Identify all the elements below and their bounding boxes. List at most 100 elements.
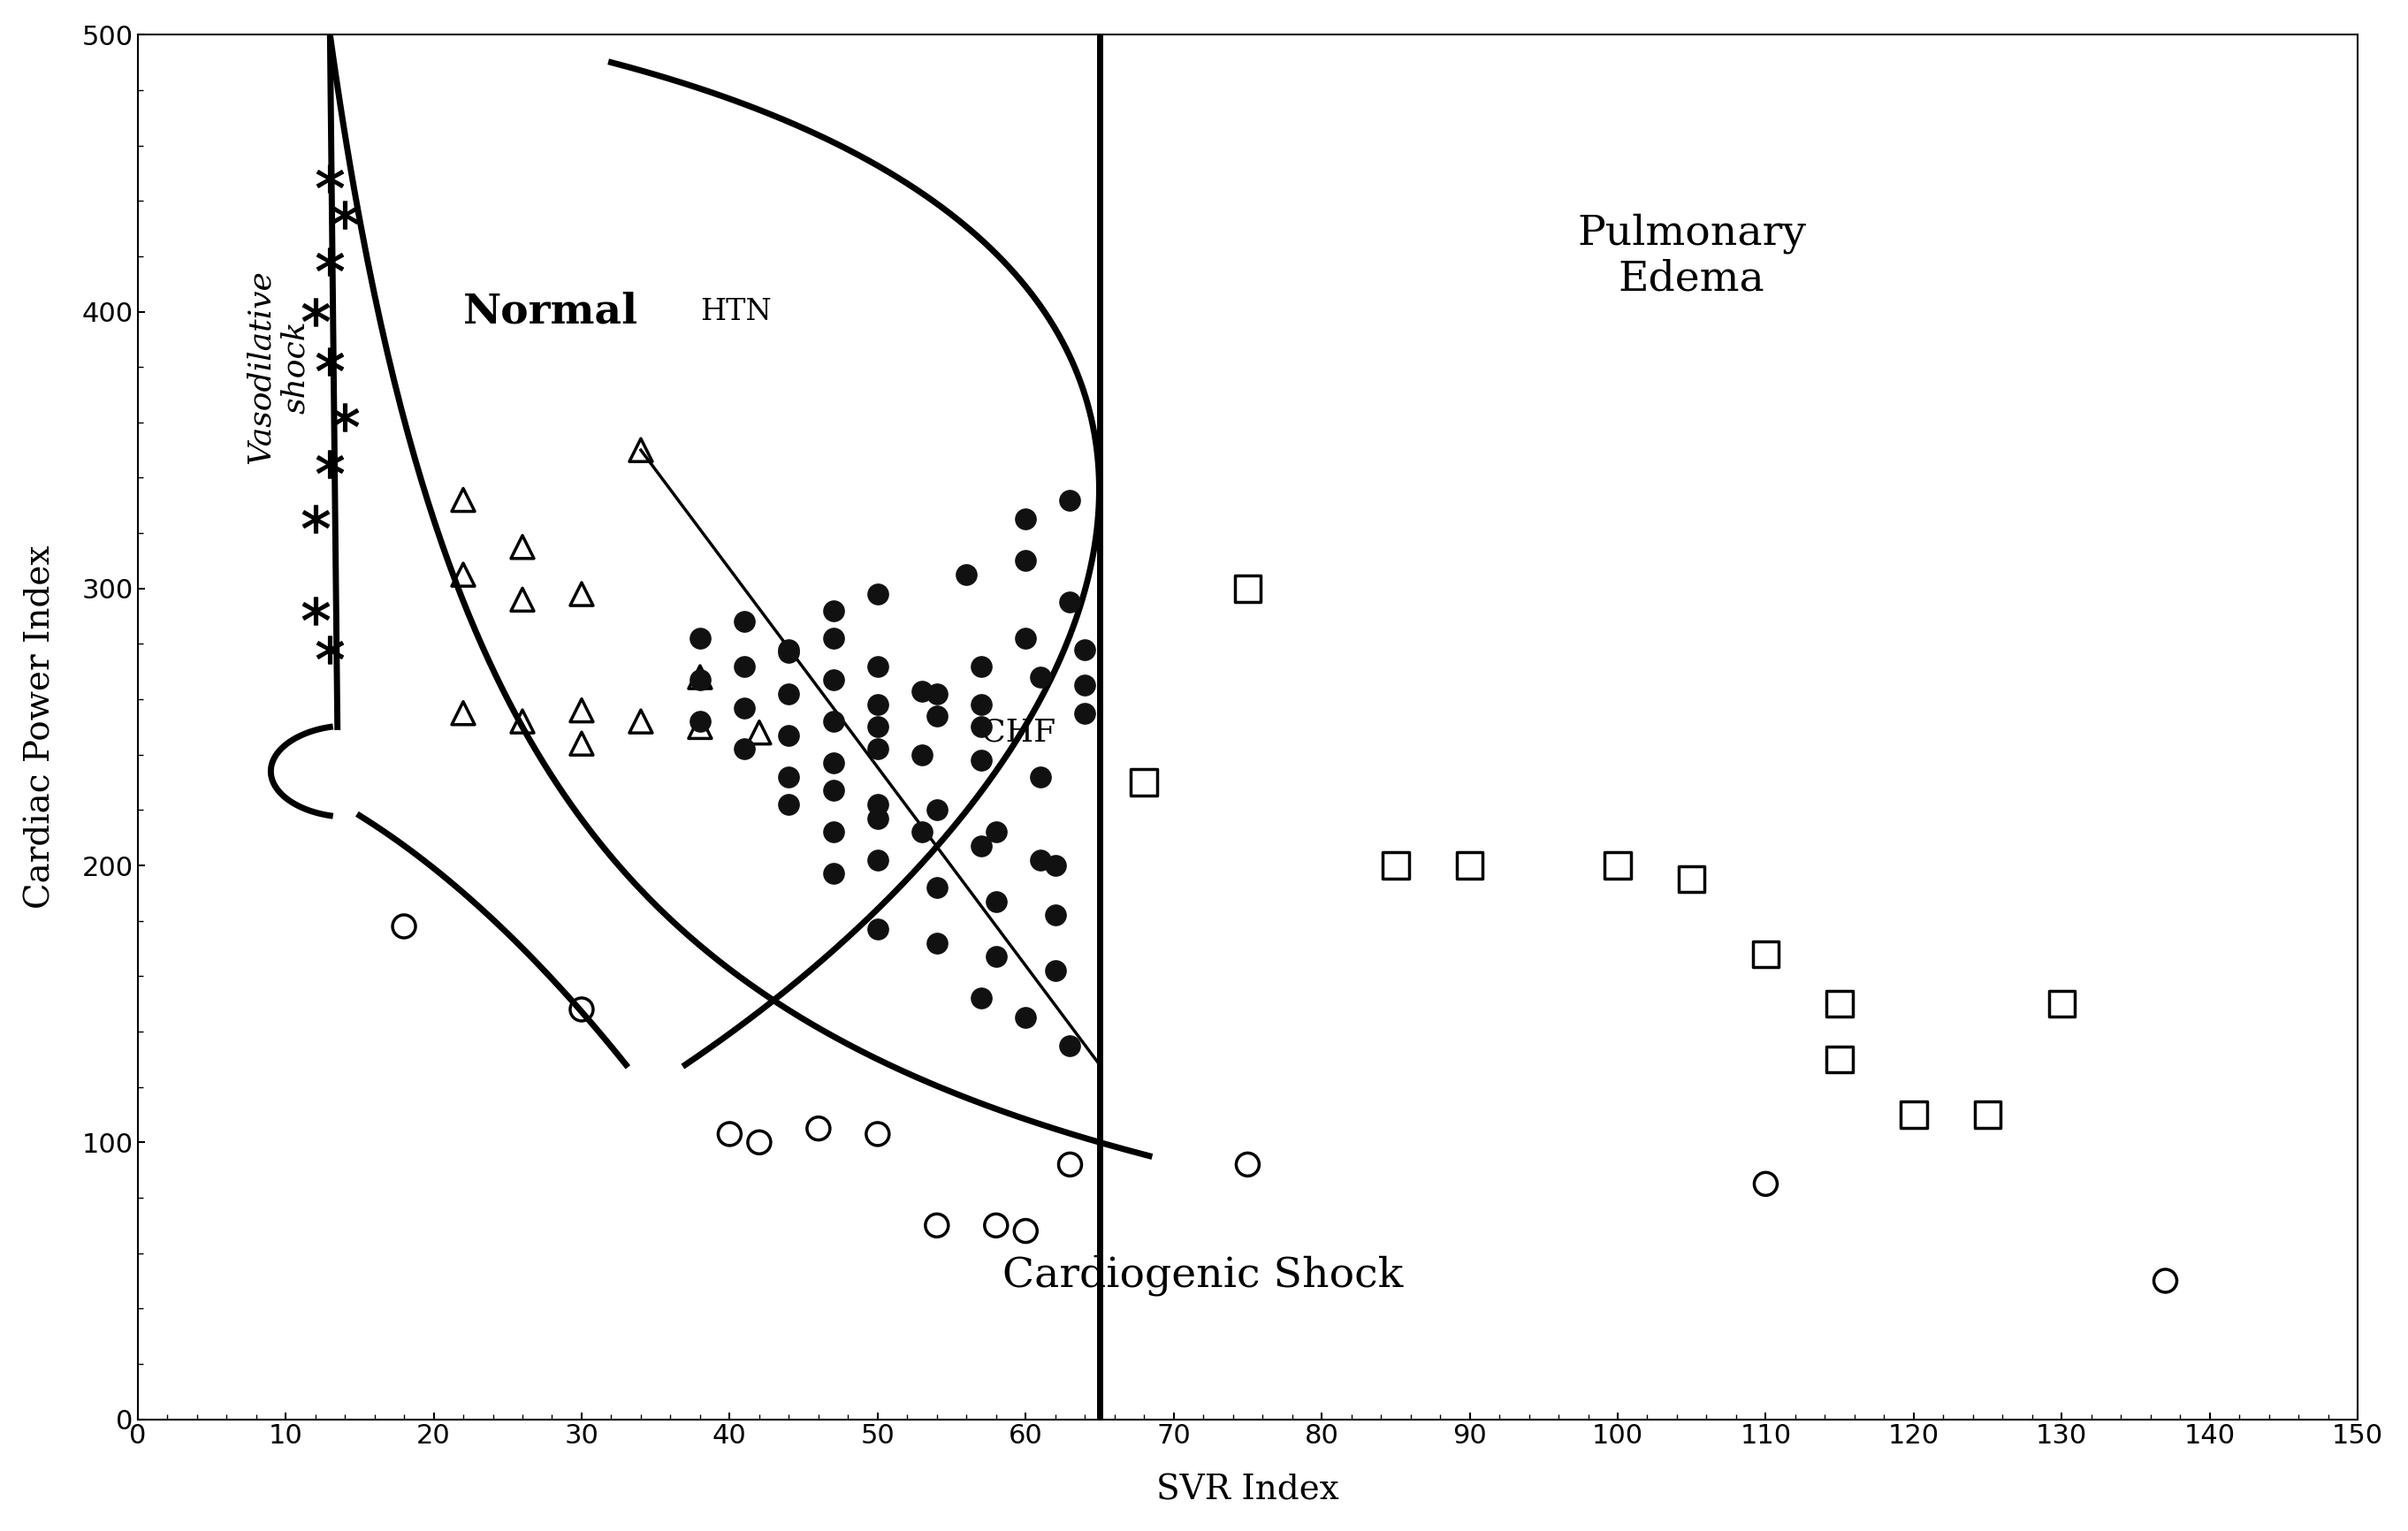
Point <box>1021 764 1060 788</box>
Point <box>771 764 809 788</box>
Point <box>963 715 1002 739</box>
Point <box>725 695 763 720</box>
Point <box>814 821 852 845</box>
Point <box>814 709 852 733</box>
Point <box>1377 853 1416 877</box>
Point <box>1050 589 1088 614</box>
Point <box>1674 867 1712 891</box>
Point <box>978 1213 1016 1237</box>
X-axis label: SVR Index: SVR Index <box>1156 1474 1339 1507</box>
Point <box>681 626 720 651</box>
Point <box>1035 958 1074 983</box>
Point <box>1007 1219 1045 1243</box>
Point <box>814 750 852 775</box>
Point <box>681 668 720 692</box>
Point <box>814 778 852 802</box>
Point <box>917 931 956 955</box>
Point <box>917 681 956 706</box>
Point <box>814 862 852 886</box>
Point <box>2042 992 2081 1017</box>
Point <box>739 1130 778 1154</box>
Point <box>563 997 602 1021</box>
Point <box>771 681 809 706</box>
Point <box>681 715 720 739</box>
Point <box>443 562 482 586</box>
Point <box>296 599 335 623</box>
Point <box>1050 1033 1088 1058</box>
Point <box>681 709 720 733</box>
Point <box>296 300 335 325</box>
Point <box>771 723 809 747</box>
Point <box>1895 1102 1934 1127</box>
Point <box>857 807 896 831</box>
Point <box>2146 1269 2184 1294</box>
Point <box>311 637 349 661</box>
Text: HTN: HTN <box>701 297 771 326</box>
Point <box>443 701 482 726</box>
Point <box>1820 1047 1859 1072</box>
Point <box>1228 576 1267 600</box>
Point <box>1967 1102 2006 1127</box>
Point <box>1067 701 1105 726</box>
Point <box>725 736 763 761</box>
Point <box>1007 626 1045 651</box>
Point <box>503 588 542 612</box>
Point <box>710 1122 749 1147</box>
Point <box>857 654 896 678</box>
Point <box>311 167 349 191</box>
Point <box>1050 488 1088 513</box>
Point <box>621 709 660 733</box>
Point <box>1007 507 1045 531</box>
Point <box>978 945 1016 969</box>
Point <box>1021 664 1060 689</box>
Point <box>1067 637 1105 661</box>
Point <box>385 914 424 939</box>
Point <box>903 821 942 845</box>
Point <box>563 698 602 723</box>
Point <box>963 692 1002 717</box>
Point <box>1035 853 1074 877</box>
Point <box>857 848 896 873</box>
Point <box>681 664 720 689</box>
Point <box>917 704 956 729</box>
Point <box>1007 548 1045 573</box>
Point <box>963 986 1002 1010</box>
Point <box>963 749 1002 773</box>
Point <box>946 562 985 586</box>
Point <box>857 736 896 761</box>
Y-axis label: Cardiac Power Index: Cardiac Power Index <box>24 545 58 909</box>
Point <box>814 668 852 692</box>
Point <box>814 626 852 651</box>
Point <box>1067 674 1105 698</box>
Point <box>311 452 349 476</box>
Point <box>725 654 763 678</box>
Point <box>1450 853 1488 877</box>
Point <box>563 732 602 756</box>
Point <box>1035 903 1074 928</box>
Point <box>857 715 896 739</box>
Point <box>771 792 809 816</box>
Point <box>503 534 542 559</box>
Point <box>857 917 896 942</box>
Text: Pulmonary
Edema: Pulmonary Edema <box>1577 213 1806 300</box>
Point <box>503 709 542 733</box>
Point <box>799 1116 838 1141</box>
Point <box>857 792 896 816</box>
Point <box>1007 1006 1045 1030</box>
Point <box>814 599 852 623</box>
Point <box>311 349 349 374</box>
Point <box>325 202 364 227</box>
Point <box>739 720 778 744</box>
Point <box>1050 1153 1088 1177</box>
Text: Cardiogenic Shock: Cardiogenic Shock <box>1002 1255 1404 1295</box>
Point <box>1228 1153 1267 1177</box>
Point <box>311 250 349 274</box>
Text: CHF: CHF <box>982 718 1055 747</box>
Point <box>857 1122 896 1147</box>
Point <box>771 637 809 661</box>
Point <box>771 640 809 664</box>
Point <box>725 609 763 634</box>
Point <box>1125 770 1163 795</box>
Point <box>325 404 364 429</box>
Point <box>296 507 335 531</box>
